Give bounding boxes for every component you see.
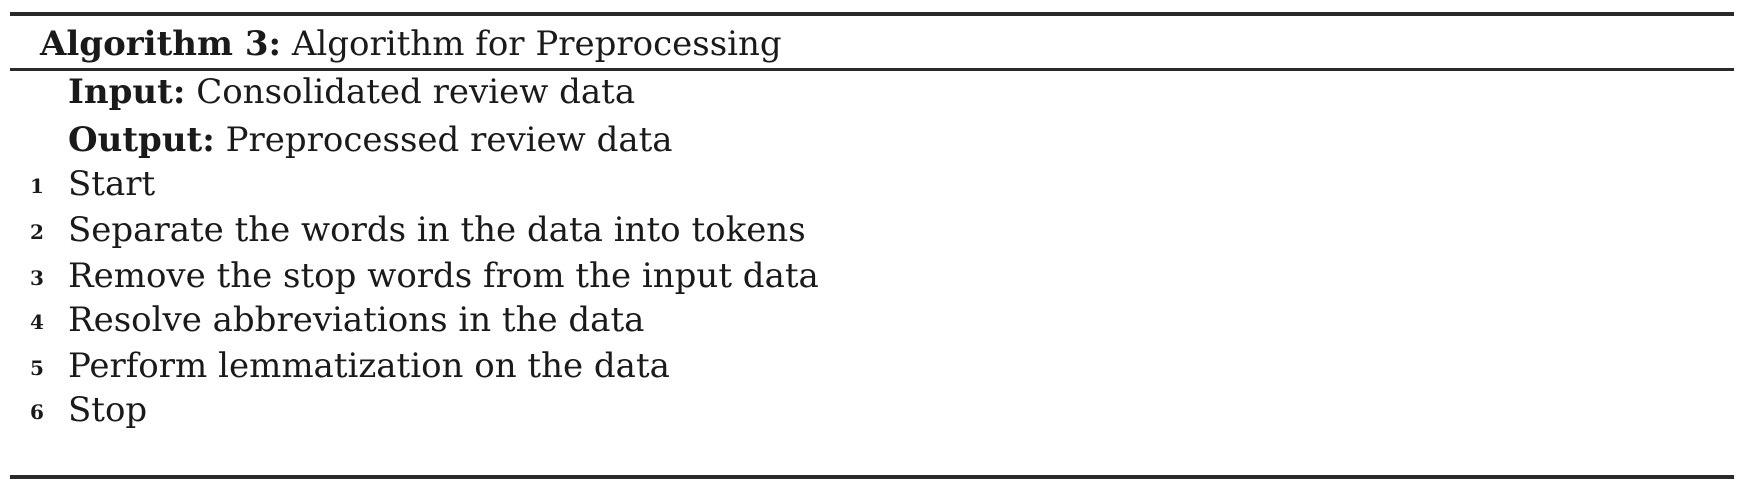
algorithm-title: Algorithm for Preprocessing [291, 24, 782, 64]
step-text: Perform lemmatization on the data [68, 346, 670, 386]
step-number: 4 [30, 310, 44, 334]
input-value: Consolidated review data [196, 72, 636, 112]
output-keyword: Output: [68, 120, 215, 160]
algorithm-label: Algorithm 3: [40, 24, 282, 64]
step-text: Stop [68, 390, 148, 430]
step-number: 5 [30, 356, 44, 380]
step-text: Start [68, 164, 156, 204]
step-text: Resolve abbreviations in the data [68, 300, 645, 340]
step-text: Separate the words in the data into toke… [68, 210, 806, 250]
bottom-rule [10, 475, 1734, 479]
step-number: 6 [30, 400, 44, 424]
algorithm-caption: Algorithm 3: Algorithm for Preprocessing [40, 24, 782, 64]
algorithm-output: Output: Preprocessed review data [68, 120, 673, 160]
caption-rule [10, 68, 1734, 71]
algorithm-block: Algorithm 3: Algorithm for Preprocessing… [10, 10, 1734, 480]
output-value: Preprocessed review data [225, 120, 673, 160]
step-number: 2 [30, 220, 44, 244]
algorithm-input: Input: Consolidated review data [68, 72, 635, 112]
step-text: Remove the stop words from the input dat… [68, 256, 819, 296]
top-rule [10, 12, 1734, 16]
step-number: 3 [30, 266, 44, 290]
input-keyword: Input: [68, 72, 186, 112]
step-number: 1 [30, 174, 44, 198]
